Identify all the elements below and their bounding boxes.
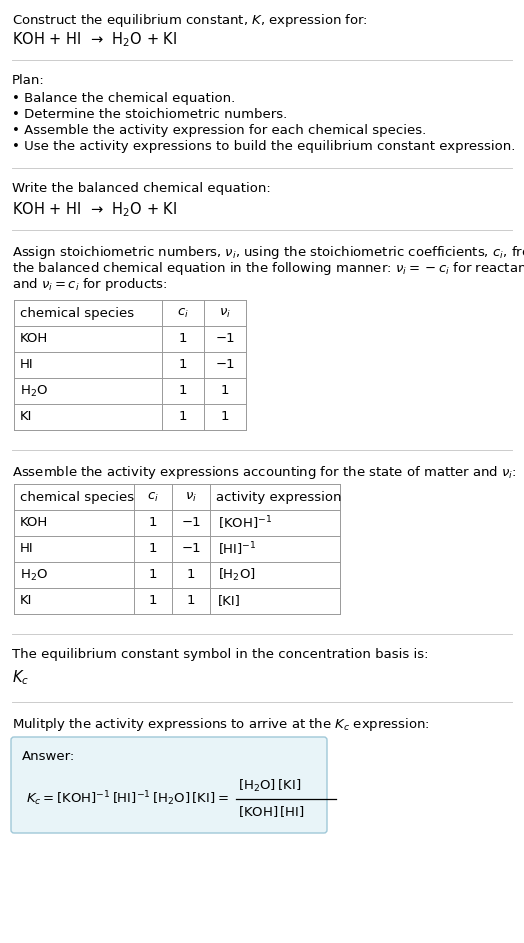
Text: Assemble the activity expressions accounting for the state of matter and $\nu_i$: Assemble the activity expressions accoun… <box>12 464 517 481</box>
Text: Answer:: Answer: <box>22 750 75 763</box>
FancyBboxPatch shape <box>11 737 327 833</box>
Text: [KOH]$^{-1}$: [KOH]$^{-1}$ <box>218 514 272 532</box>
Text: $K_c$: $K_c$ <box>12 668 29 687</box>
Text: $\mathrm{[KOH]\,[HI]}$: $\mathrm{[KOH]\,[HI]}$ <box>238 804 304 819</box>
Text: • Balance the chemical equation.: • Balance the chemical equation. <box>12 92 235 105</box>
Text: Construct the equilibrium constant, $K$, expression for:: Construct the equilibrium constant, $K$,… <box>12 12 368 29</box>
Text: $c_i$: $c_i$ <box>147 490 159 504</box>
Text: 1: 1 <box>179 333 187 345</box>
Text: KOH + HI  →  H$_2$O + KI: KOH + HI → H$_2$O + KI <box>12 30 177 49</box>
Text: KOH + HI  →  H$_2$O + KI: KOH + HI → H$_2$O + KI <box>12 200 177 219</box>
Text: The equilibrium constant symbol in the concentration basis is:: The equilibrium constant symbol in the c… <box>12 648 429 661</box>
Text: chemical species: chemical species <box>20 490 134 504</box>
Text: −1: −1 <box>215 333 235 345</box>
Text: [HI]$^{-1}$: [HI]$^{-1}$ <box>218 540 257 557</box>
Text: KI: KI <box>20 410 32 423</box>
Text: HI: HI <box>20 542 34 555</box>
Text: [H$_2$O]: [H$_2$O] <box>218 567 256 583</box>
Text: KOH: KOH <box>20 517 48 530</box>
Text: [KI]: [KI] <box>218 594 241 607</box>
Text: 1: 1 <box>221 410 230 423</box>
Text: KOH: KOH <box>20 333 48 345</box>
Text: $K_c = \mathrm{[KOH]^{-1}\,[HI]^{-1}\,[H_2O]\,[KI]}=$: $K_c = \mathrm{[KOH]^{-1}\,[HI]^{-1}\,[H… <box>26 789 228 808</box>
Text: 1: 1 <box>187 569 195 582</box>
Text: $\nu_i$: $\nu_i$ <box>185 490 197 504</box>
Text: H$_2$O: H$_2$O <box>20 568 48 583</box>
Text: HI: HI <box>20 358 34 372</box>
Text: $\mathrm{[H_2O]\,[KI]}$: $\mathrm{[H_2O]\,[KI]}$ <box>238 777 301 794</box>
Text: 1: 1 <box>221 385 230 398</box>
Text: $c_i$: $c_i$ <box>177 306 189 320</box>
Text: 1: 1 <box>149 594 157 607</box>
Text: Assign stoichiometric numbers, $\nu_i$, using the stoichiometric coefficients, $: Assign stoichiometric numbers, $\nu_i$, … <box>12 244 524 261</box>
Text: $\nu_i$: $\nu_i$ <box>219 306 231 320</box>
Text: • Determine the stoichiometric numbers.: • Determine the stoichiometric numbers. <box>12 108 287 121</box>
Text: 1: 1 <box>149 569 157 582</box>
Text: −1: −1 <box>181 517 201 530</box>
Text: 1: 1 <box>187 594 195 607</box>
Text: −1: −1 <box>181 542 201 555</box>
Text: 1: 1 <box>179 358 187 372</box>
Text: 1: 1 <box>179 410 187 423</box>
Text: Write the balanced chemical equation:: Write the balanced chemical equation: <box>12 182 271 195</box>
Text: Mulitply the activity expressions to arrive at the $K_c$ expression:: Mulitply the activity expressions to arr… <box>12 716 430 733</box>
Text: KI: KI <box>20 594 32 607</box>
Text: 1: 1 <box>179 385 187 398</box>
Text: 1: 1 <box>149 542 157 555</box>
Text: • Assemble the activity expression for each chemical species.: • Assemble the activity expression for e… <box>12 124 426 137</box>
Text: • Use the activity expressions to build the equilibrium constant expression.: • Use the activity expressions to build … <box>12 140 516 153</box>
Text: −1: −1 <box>215 358 235 372</box>
Text: activity expression: activity expression <box>216 490 342 504</box>
Text: chemical species: chemical species <box>20 306 134 320</box>
Text: and $\nu_i = c_i$ for products:: and $\nu_i = c_i$ for products: <box>12 276 168 293</box>
Text: Plan:: Plan: <box>12 74 45 87</box>
Text: 1: 1 <box>149 517 157 530</box>
Text: H$_2$O: H$_2$O <box>20 384 48 399</box>
Text: the balanced chemical equation in the following manner: $\nu_i = -c_i$ for react: the balanced chemical equation in the fo… <box>12 260 524 277</box>
